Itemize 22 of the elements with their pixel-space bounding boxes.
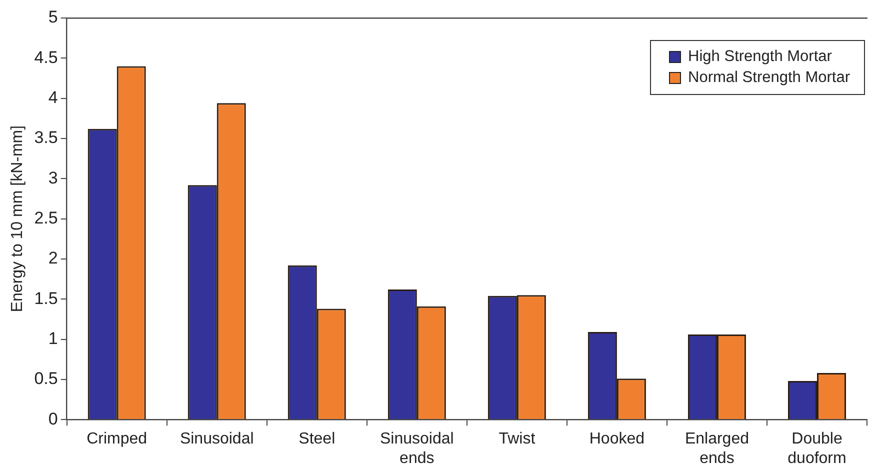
y-tick-label: 0 (48, 409, 58, 428)
legend-label: Normal Strength Mortar (688, 69, 850, 87)
x-tick-label: Hooked (589, 430, 645, 448)
y-tick-label: 0.5 (34, 369, 58, 388)
y-tick-label: 5 (48, 8, 58, 27)
x-tick-label: Sinusoidal (180, 430, 254, 448)
x-tick-label: Steel (298, 430, 336, 448)
legend-label: High Strength Mortar (688, 48, 832, 66)
y-tick-label: 4.5 (34, 48, 58, 67)
y-axis-title: Energy to 10 mm [kN-mm] (9, 125, 26, 312)
x-tick-label: Enlarged ends (684, 430, 749, 467)
y-tick-label: 4 (48, 88, 58, 108)
x-tick-label: Double duoform (788, 430, 846, 467)
y-tick-label: 2 (48, 248, 58, 268)
y-tick-label: 3 (48, 168, 58, 188)
x-tick-label: Sinusoidal ends (380, 430, 454, 467)
y-tick-label: 2.5 (34, 208, 58, 228)
x-tick-label: Crimped (86, 430, 148, 448)
y-tick-label: 3.5 (34, 128, 58, 148)
y-tick-label: 1.5 (34, 288, 58, 308)
x-tick-label: Twist (498, 430, 536, 448)
y-tick-label: 1 (48, 328, 58, 348)
